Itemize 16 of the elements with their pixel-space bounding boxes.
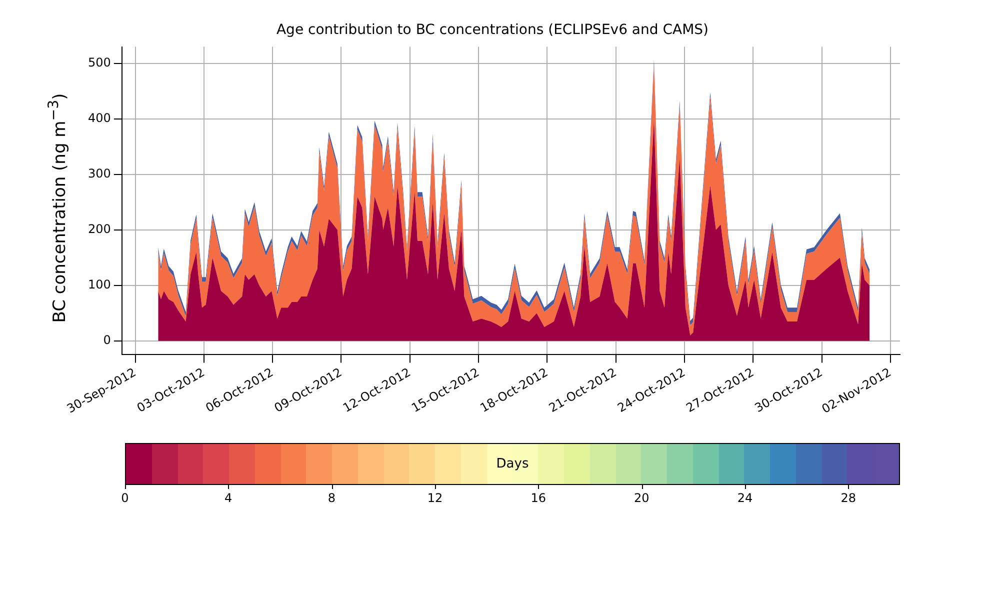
color-bar-label: 4 bbox=[224, 491, 232, 505]
y-tick-label: 400 bbox=[88, 111, 111, 126]
y-tick-label: 200 bbox=[88, 222, 111, 236]
y-tick-label: 0 bbox=[103, 333, 111, 347]
y-tick-label: 500 bbox=[88, 56, 111, 70]
color-bar-label: 24 bbox=[737, 491, 753, 505]
chart-title: Age contribution to BC concentrations (ECLIPSEv6 and CAMS) bbox=[276, 22, 709, 38]
color-bar-label: 16 bbox=[530, 491, 546, 505]
color-bar-label: 8 bbox=[328, 491, 336, 505]
color-bar-label: 28 bbox=[840, 491, 856, 505]
color-bar-label: 0 bbox=[121, 491, 129, 505]
color-bar-label: 12 bbox=[427, 491, 443, 505]
y-tick-label: 300 bbox=[88, 166, 111, 181]
color-bar-title: Days bbox=[496, 456, 529, 472]
color-bar-label: 20 bbox=[634, 491, 650, 505]
y-tick-label: 100 bbox=[88, 278, 111, 292]
